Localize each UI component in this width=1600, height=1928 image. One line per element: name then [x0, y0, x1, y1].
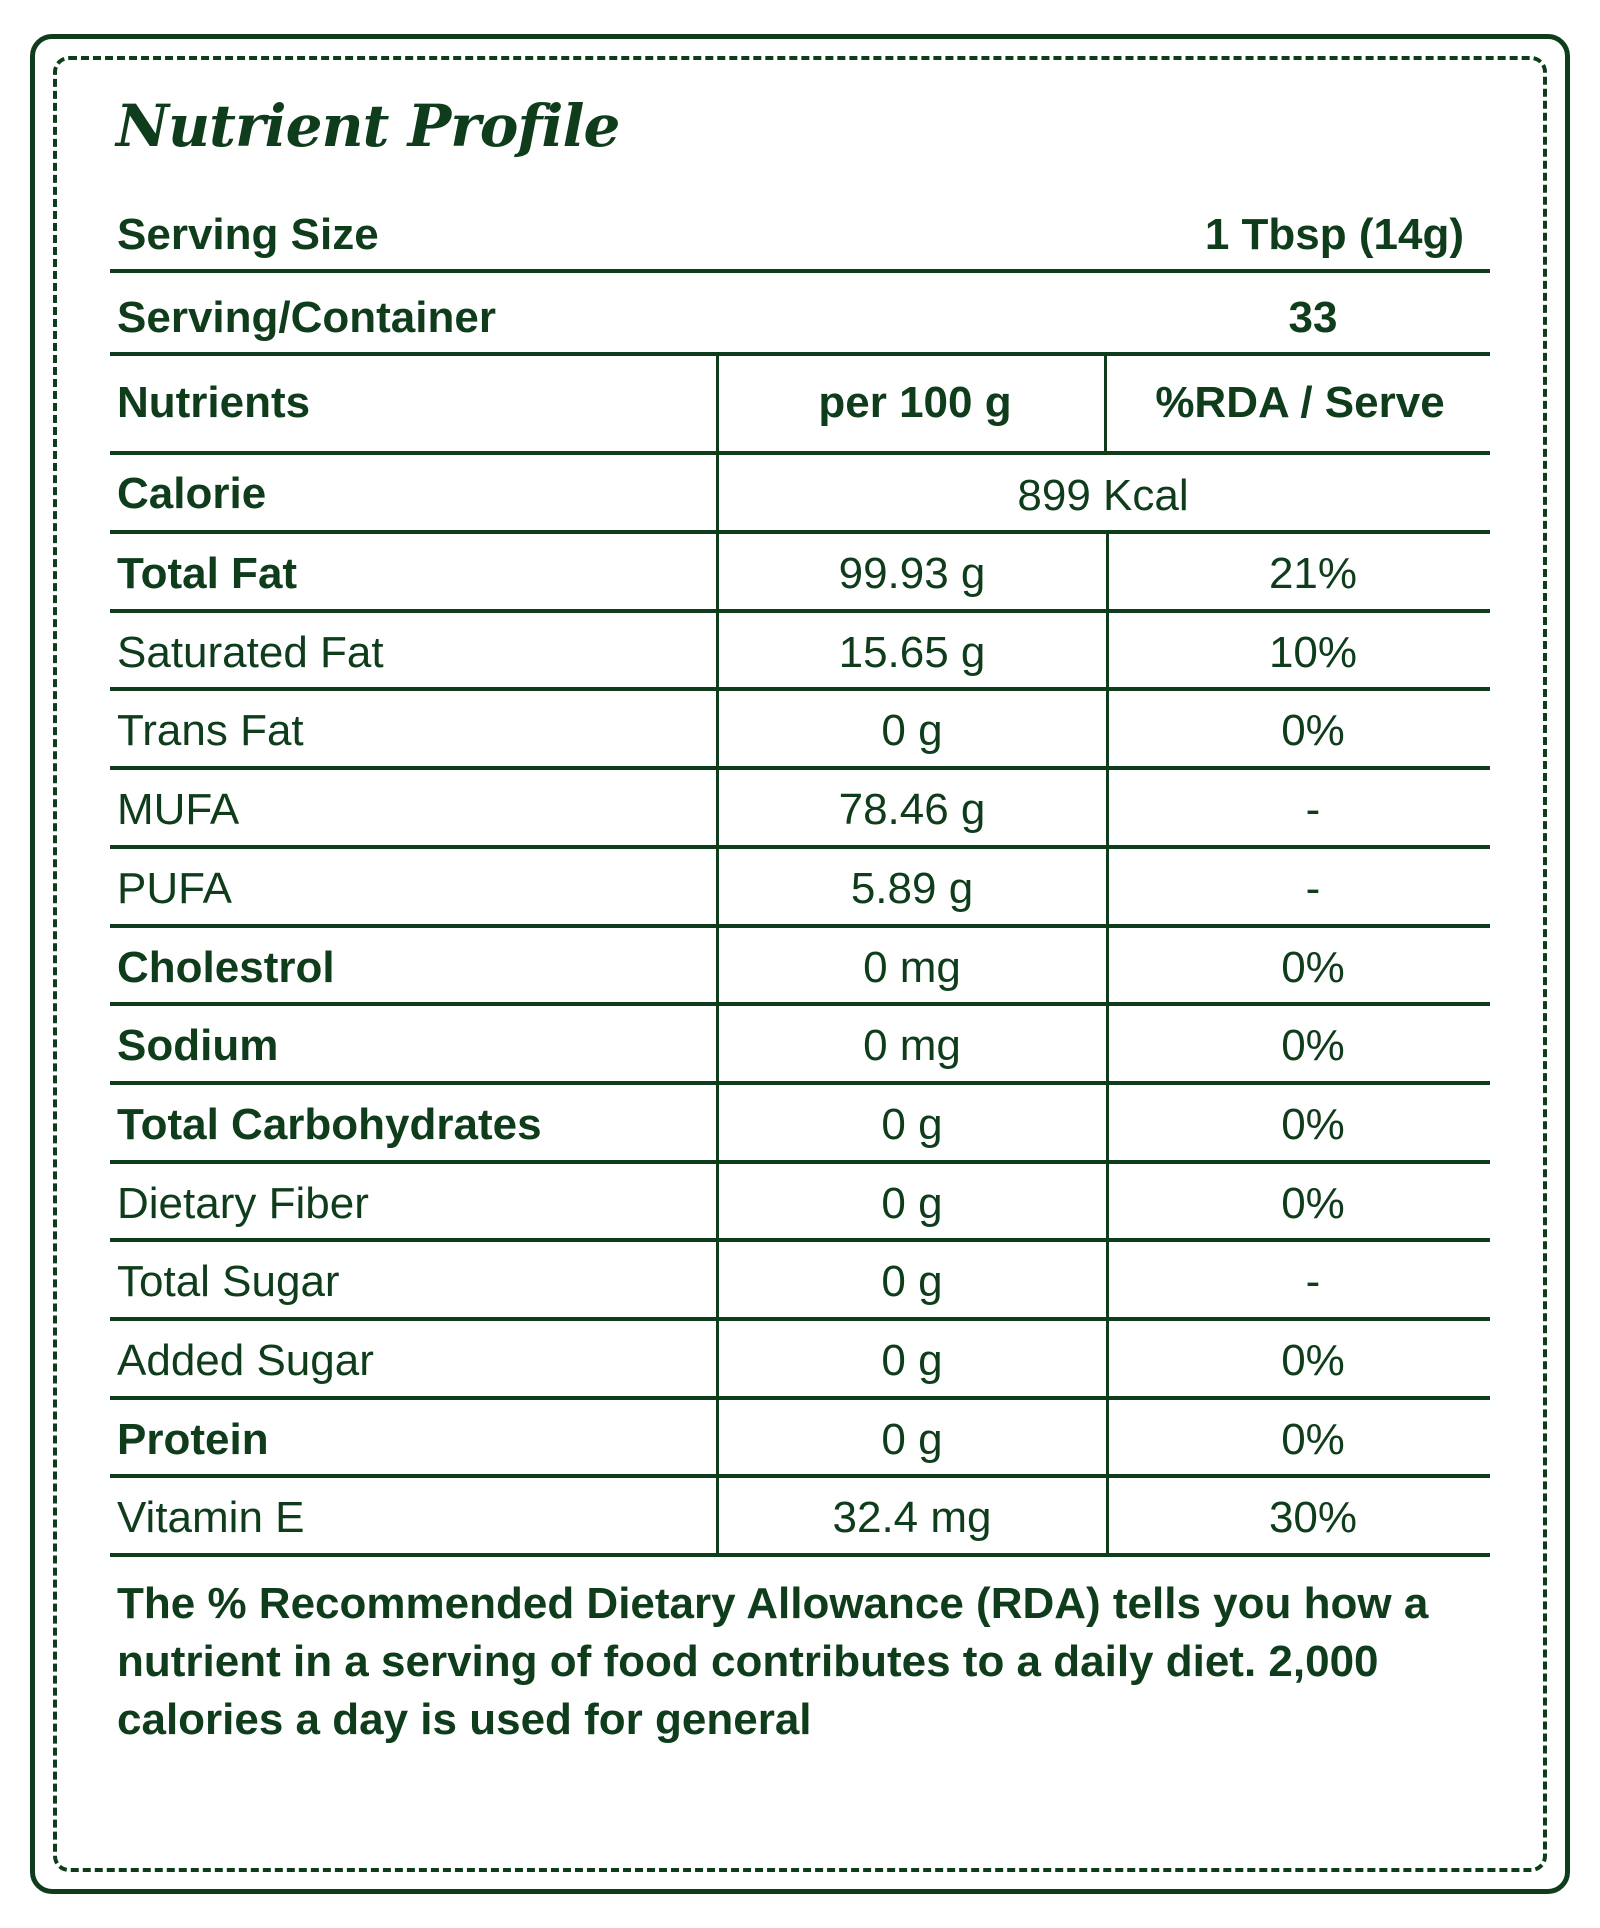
nutrient-rda: 0%: [1281, 706, 1345, 755]
divider: [110, 924, 1490, 928]
nutrient-name: Cholestrol: [117, 943, 335, 992]
nutrient-name: MUFA: [117, 785, 240, 834]
serving-size-value: 1 Tbsp (14g): [1204, 210, 1464, 259]
outer-border: [30, 34, 1570, 1894]
nutrient-per-100g: 0 g: [881, 1179, 943, 1228]
nutrient-rda: 0%: [1281, 1179, 1345, 1228]
divider: [110, 1160, 1490, 1164]
nutrient-rda: 30%: [1268, 1493, 1358, 1542]
divider: [110, 845, 1490, 849]
serving-container-value: 33: [1288, 293, 1338, 342]
nutrient-name: Dietary Fiber: [117, 1179, 369, 1228]
nutrient-rda: 0%: [1281, 1021, 1345, 1070]
nutrient-rda: -: [1305, 785, 1321, 834]
nutrient-name: Trans Fat: [117, 706, 304, 755]
nutrient-per-100g: 5.89 g: [850, 864, 974, 913]
serving-container-label: Serving/Container: [117, 293, 496, 342]
nutrient-rda: -: [1305, 1257, 1321, 1306]
divider: [110, 1081, 1490, 1085]
nutrient-name: Protein: [117, 1415, 269, 1464]
divider: [110, 451, 1490, 455]
nutrient-name: Total Sugar: [117, 1257, 340, 1306]
divider: [110, 352, 1490, 356]
nutrient-name: Total Fat: [117, 549, 298, 598]
divider: [110, 1396, 1490, 1400]
nutrient-rda: 0%: [1281, 1336, 1345, 1385]
dashed-inner-border: [53, 56, 1547, 1872]
nutrient-name: Total Carbohydrates: [117, 1100, 542, 1149]
nutrient-per-100g: 0 mg: [863, 1021, 961, 1070]
divider: [110, 1474, 1490, 1478]
header-per-100g: per 100 g: [818, 378, 1012, 427]
nutrient-name: Sodium: [117, 1021, 279, 1070]
nutrient-name: PUFA: [117, 864, 232, 913]
column-divider: [1104, 354, 1107, 453]
divider: [110, 269, 1490, 273]
divider: [110, 609, 1490, 613]
column-divider: [716, 354, 719, 1555]
divider: [110, 530, 1490, 534]
nutrient-per-100g: 0 g: [881, 1100, 943, 1149]
nutrient-rda: 21%: [1268, 549, 1358, 598]
column-divider: [1106, 532, 1109, 1555]
nutrient-per-100g: 0 g: [881, 1336, 943, 1385]
divider: [110, 766, 1490, 770]
nutrient-name: Vitamin E: [117, 1493, 305, 1542]
nutrient-rda: -: [1305, 864, 1321, 913]
divider: [110, 1002, 1490, 1006]
divider: [110, 687, 1490, 691]
calorie-value: 899 Kcal: [1017, 471, 1189, 520]
nutrient-per-100g: 0 g: [881, 1257, 943, 1306]
header-nutrients: Nutrients: [117, 378, 311, 427]
serving-size-label: Serving Size: [117, 210, 379, 259]
nutrient-per-100g: 0 g: [881, 1415, 943, 1464]
nutrient-per-100g: 32.4 mg: [832, 1493, 992, 1542]
nutrient-rda: 0%: [1281, 1415, 1345, 1464]
nutrient-per-100g: 0 g: [881, 706, 943, 755]
nutrient-rda: 0%: [1281, 1100, 1345, 1149]
nutrient-name: Saturated Fat: [117, 628, 384, 677]
nutrient-per-100g: 15.65 g: [838, 628, 986, 677]
divider: [110, 1238, 1490, 1242]
divider: [110, 1317, 1490, 1321]
nutrient-rda: 10%: [1268, 628, 1358, 677]
nutrient-per-100g: 0 mg: [863, 943, 961, 992]
nutrient-per-100g: 99.93 g: [838, 549, 986, 598]
label-title: Nutrient Profile: [116, 92, 620, 160]
rda-footnote: The % Recommended Dietary Allowance (RDA…: [117, 1579, 1429, 1744]
divider: [110, 1553, 1490, 1557]
nutrient-per-100g: 78.46 g: [838, 785, 986, 834]
nutrient-name: Added Sugar: [117, 1336, 374, 1385]
calorie-label: Calorie: [117, 469, 267, 518]
header-rda: %RDA / Serve: [1155, 378, 1445, 427]
nutrient-rda: 0%: [1281, 943, 1345, 992]
